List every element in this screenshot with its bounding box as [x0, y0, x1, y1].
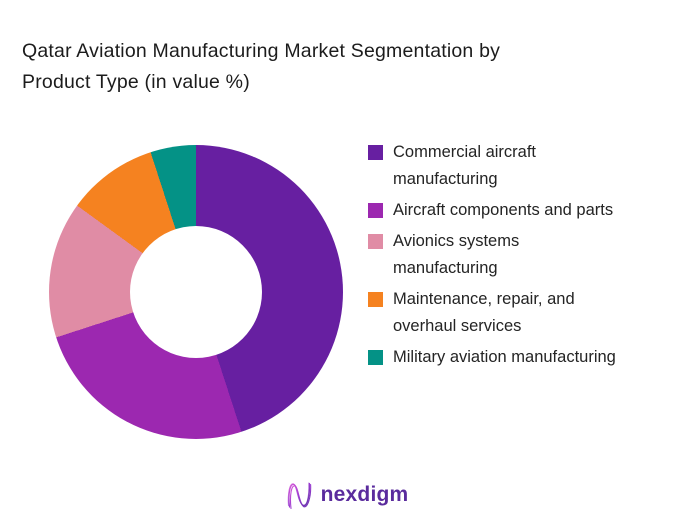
legend-swatch-icon	[368, 145, 383, 160]
brand-footer: nexdigm	[0, 477, 692, 513]
chart-title: Qatar Aviation Manufacturing Market Segm…	[22, 36, 674, 98]
legend-item-commercial-aircraft: Commercial aircraft manufacturing	[368, 139, 621, 193]
chart-title-line1: Qatar Aviation Manufacturing Market Segm…	[22, 40, 501, 62]
nexdigm-logo-icon	[287, 482, 311, 510]
legend-item-label: Aircraft components and parts	[393, 201, 614, 219]
legend-item-label: Commercial aircraft manufacturing	[393, 143, 537, 188]
legend-item-military-aviation: Military aviation manufacturing	[368, 344, 621, 371]
legend-item-label: Avionics systems manufacturing	[393, 232, 520, 277]
legend-item-aircraft-components: Aircraft components and parts	[368, 197, 621, 224]
legend-item-label: Military aviation manufacturing	[393, 348, 616, 366]
legend-item-mro-services: Maintenance, repair, and overhaul servic…	[368, 286, 621, 340]
legend-swatch-icon	[368, 234, 383, 249]
chart-legend: Commercial aircraft manufacturing Aircra…	[368, 139, 621, 371]
legend-swatch-icon	[368, 350, 383, 365]
legend-swatch-icon	[368, 292, 383, 307]
donut-chart-area	[49, 145, 343, 439]
donut-hole	[130, 226, 262, 358]
legend-item-label: Maintenance, repair, and overhaul servic…	[393, 290, 575, 335]
chart-title-line2: Product Type (in value %)	[22, 71, 250, 93]
legend-swatch-icon	[368, 203, 383, 218]
legend-item-avionics-systems: Avionics systems manufacturing	[368, 228, 621, 282]
brand-wordmark: nexdigm	[320, 483, 409, 506]
